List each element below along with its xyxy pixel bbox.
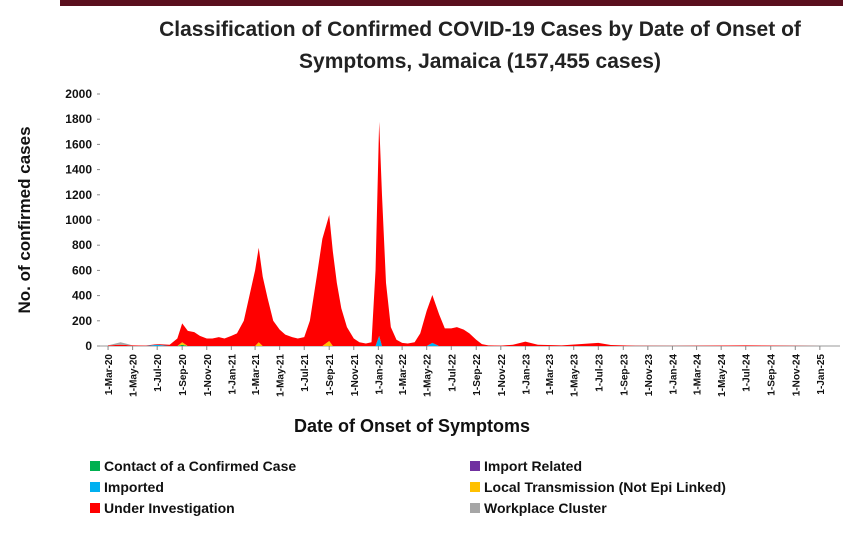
x-tick-label: 1-May-24 — [717, 354, 728, 397]
x-tick-label: 1-May-20 — [129, 354, 140, 397]
x-tick-label: 1-Jul-20 — [153, 354, 164, 392]
y-tick-label: 1800 — [65, 112, 92, 126]
x-tick-label: 1-Jan-21 — [227, 354, 238, 395]
x-tick-label: 1-Sep-20 — [178, 354, 189, 396]
x-tick-label: 1-Mar-23 — [545, 354, 556, 396]
x-tick-label: 1-Nov-22 — [497, 354, 508, 397]
y-tick-label: 400 — [72, 289, 92, 303]
x-tick-label: 1-Jan-22 — [374, 354, 385, 395]
x-tick-label: 1-Jul-22 — [447, 354, 458, 392]
x-tick-label: 1-May-23 — [570, 354, 581, 397]
top-bar — [60, 0, 843, 6]
x-tick-label: 1-Jan-24 — [668, 354, 679, 395]
y-tick-label: 200 — [72, 314, 92, 328]
area — [108, 121, 820, 346]
legend-swatch — [90, 482, 100, 492]
area — [108, 335, 820, 346]
x-tick-label: 1-Sep-21 — [325, 354, 336, 396]
legend-label: Workplace Cluster — [484, 500, 607, 516]
x-tick-label: 1-Jul-24 — [742, 354, 753, 392]
x-tick-label: 1-Jan-23 — [521, 354, 532, 395]
y-tick-label: 1400 — [65, 163, 92, 177]
chart-title: Classification of Confirmed COVID-19 Cas… — [159, 18, 801, 73]
y-tick-label: 2000 — [65, 87, 92, 101]
legend-swatch — [90, 461, 100, 471]
x-tick-label: 1-Mar-21 — [251, 354, 262, 396]
x-tick-label: 1-Nov-24 — [791, 354, 802, 397]
y-tick-label: 600 — [72, 263, 92, 277]
legend-label: Contact of a Confirmed Case — [104, 458, 296, 474]
x-tick-label: 1-May-21 — [276, 354, 287, 397]
y-tick-label: 1200 — [65, 188, 92, 202]
x-tick-label: 1-Sep-22 — [472, 354, 483, 396]
legend-swatch — [470, 482, 480, 492]
x-tick-label: 1-Jul-23 — [594, 354, 605, 392]
x-tick-label: 1-Nov-21 — [350, 354, 361, 397]
legend-label: Imported — [104, 479, 164, 495]
x-axis-label: Date of Onset of Symptoms — [294, 416, 530, 436]
x-tick-label: 1-Mar-24 — [693, 354, 704, 396]
y-tick-label: 1600 — [65, 137, 92, 151]
x-tick-label: 1-Sep-24 — [767, 354, 778, 396]
area — [108, 344, 820, 346]
x-tick-label: 1-Nov-23 — [644, 354, 655, 397]
legend-swatch — [470, 503, 480, 513]
legend-swatch — [90, 503, 100, 513]
x-tick-label: 1-Mar-20 — [104, 354, 115, 396]
y-tick-label: 800 — [72, 238, 92, 252]
legend-swatch — [470, 461, 480, 471]
x-tick-label: 1-May-22 — [423, 354, 434, 397]
legend-label: Local Transmission (Not Epi Linked) — [484, 479, 726, 495]
legend-label: Under Investigation — [104, 500, 235, 516]
x-tick-label: 1-Mar-22 — [398, 354, 409, 396]
x-tick-label: 1-Jan-25 — [816, 354, 827, 395]
y-tick-label: 0 — [85, 339, 92, 353]
legend-label: Import Related — [484, 458, 582, 474]
x-tick-label: 1-Nov-20 — [203, 354, 214, 397]
y-axis-label: No. of confirmed cases — [15, 126, 34, 313]
y-tick-label: 1000 — [65, 213, 92, 227]
x-tick-label: 1-Jul-21 — [300, 354, 311, 392]
x-tick-label: 1-Sep-23 — [619, 354, 630, 396]
area — [108, 121, 820, 346]
